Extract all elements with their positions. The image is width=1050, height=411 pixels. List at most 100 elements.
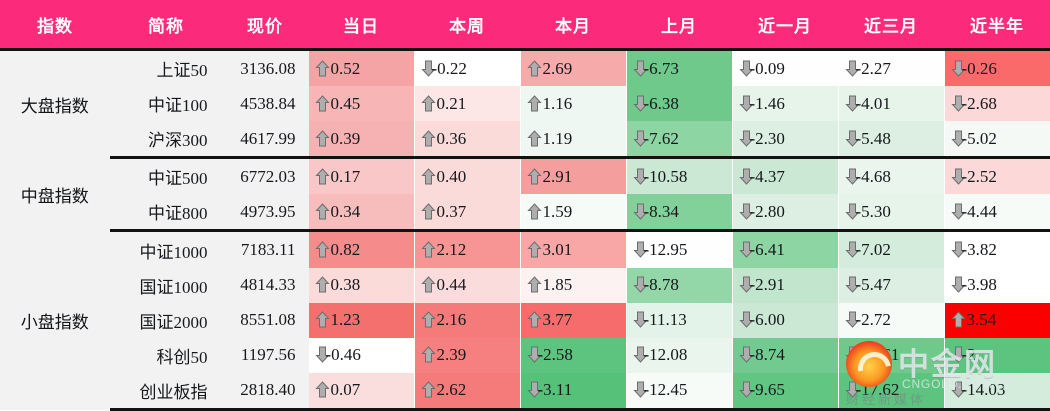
change-cell: 0.45 (308, 86, 415, 122)
column-header-5[interactable]: 本月 (520, 0, 626, 50)
arrow-down-icon (632, 94, 649, 113)
change-value: -12.45 (643, 380, 688, 400)
change-value: -6.38 (643, 93, 679, 113)
change-cell: 2.12 (414, 230, 521, 268)
change-value: -12.08 (643, 345, 688, 365)
change-value: 3.01 (542, 240, 573, 260)
column-header-3[interactable]: 当日 (308, 0, 414, 50)
index-name[interactable]: 科创50 (110, 337, 223, 373)
arrow-up-icon (314, 167, 331, 186)
index-price: 6772.03 (222, 157, 309, 195)
arrow-up-icon (314, 380, 331, 399)
change-value: -0.26 (961, 58, 997, 78)
arrow-down-icon (844, 94, 861, 113)
change-value: 1.19 (542, 128, 573, 148)
table-row[interactable]: 国证2000 8551.08 1.23 2.16 3.77 -11.13 -6.00 -2.7… (0, 302, 1050, 338)
change-value: -2.91 (749, 275, 785, 295)
column-header-6[interactable]: 上月 (626, 0, 732, 50)
arrow-down-icon (420, 59, 437, 78)
arrow-down-icon (632, 202, 649, 221)
change-cell: -2.58 (520, 337, 627, 373)
index-name[interactable]: 国证1000 (110, 267, 223, 303)
table-row[interactable]: 中证100 4538.84 0.45 0.21 1.16 -6.38 -1.46 -4.01 -… (0, 86, 1050, 122)
index-price: 3136.08 (222, 49, 309, 87)
arrow-up-icon (420, 167, 437, 186)
change-cell: 0.36 (414, 121, 521, 160)
change-cell: 2.16 (414, 302, 521, 338)
index-name[interactable]: 中证800 (110, 194, 223, 233)
change-value: -5.47 (855, 275, 891, 295)
change-cell: -8.74 (732, 337, 839, 373)
table-row[interactable]: 小盘指数 中证1000 7183.11 0.82 2.12 3.01 -12.95 -6.41… (0, 230, 1050, 410)
change-value: -7.02 (855, 240, 891, 260)
table-row[interactable]: 国证1000 4814.33 0.38 0.44 1.85 -8.78 -2.91 -5.47… (0, 267, 1050, 303)
arrow-down-icon (844, 240, 861, 259)
index-name[interactable]: 中证500 (110, 157, 223, 195)
change-value: -12.95 (643, 240, 688, 260)
change-cell: -12.95 (626, 230, 733, 268)
change-value: -2 (961, 345, 976, 365)
change-cell: -8.34 (626, 194, 733, 233)
index-name[interactable]: 上证50 (110, 49, 223, 87)
change-value: -2.58 (537, 345, 573, 365)
column-header-7[interactable]: 近一月 (732, 0, 838, 50)
change-cell: -6.73 (626, 49, 733, 87)
change-cell: -11.13 (626, 302, 733, 338)
change-cell: -5.02 (944, 121, 1050, 160)
table-row[interactable]: 中盘指数 中证500 6772.03 0.17 0.40 2.91 -10.58 -4.37 -… (0, 157, 1050, 231)
change-cell: 3.77 (520, 302, 627, 338)
index-name[interactable]: 创业板指 (110, 372, 223, 411)
column-header-9[interactable]: 近半年 (944, 0, 1050, 50)
change-cell: 0.07 (308, 372, 415, 411)
change-value: -8.74 (749, 345, 785, 365)
arrow-down-icon (950, 275, 967, 294)
arrow-up-icon (526, 202, 543, 221)
arrow-down-icon (844, 167, 861, 186)
table-row[interactable]: 中证800 4973.95 0.34 0.37 1.59 -8.34 -2.80 -5.30 -… (0, 194, 1050, 233)
change-cell: -2.52 (944, 157, 1050, 195)
arrow-up-icon (420, 94, 437, 113)
change-cell: -2.30 (732, 121, 839, 160)
index-name[interactable]: 沪深300 (110, 121, 223, 160)
arrow-up-icon (526, 275, 543, 294)
index-name[interactable]: 中证1000 (110, 230, 223, 268)
arrow-down-icon (738, 94, 755, 113)
index-price: 4538.84 (222, 86, 309, 122)
column-header-0[interactable]: 指数 (0, 0, 110, 50)
change-cell: 1.23 (308, 302, 415, 338)
index-name[interactable]: 中证100 (110, 86, 223, 122)
change-cell: -14.03 (944, 372, 1050, 411)
column-header-1[interactable]: 简称 (110, 0, 222, 50)
change-value: 1.23 (330, 310, 361, 330)
table-row[interactable]: 科创50 1197.56 -0.46 2.39 -2.58 -12.08 -8.74 -16.… (0, 337, 1050, 373)
change-cell: -5.30 (838, 194, 945, 233)
table-row[interactable]: 创业板指 2818.40 0.07 2.62 -3.11 -12.45 -9.65 -17.6… (0, 372, 1050, 411)
change-cell: 0.38 (308, 267, 415, 303)
arrow-up-icon (420, 345, 437, 364)
column-header-8[interactable]: 近三月 (838, 0, 944, 50)
change-value: 1.16 (542, 93, 573, 113)
arrow-down-icon (738, 310, 755, 329)
change-cell: -16.61 (838, 337, 945, 373)
arrow-down-icon (844, 59, 861, 78)
change-value: 0.17 (330, 166, 361, 186)
index-name[interactable]: 国证2000 (110, 302, 223, 338)
group-label-0: 大盘指数 (0, 49, 111, 158)
arrow-down-icon (632, 167, 649, 186)
change-value: -0.22 (431, 58, 467, 78)
table-row[interactable]: 大盘指数 上证50 3136.08 0.52 -0.22 2.69 -6.73 -0.09 -2… (0, 49, 1050, 158)
change-value: -8.34 (643, 201, 679, 221)
change-value: -6.73 (643, 58, 679, 78)
change-cell: 0.44 (414, 267, 521, 303)
column-header-2[interactable]: 现价 (222, 0, 308, 50)
change-value: -4.37 (749, 166, 785, 186)
arrow-up-icon (526, 167, 543, 186)
column-header-4[interactable]: 本周 (414, 0, 520, 50)
change-cell: 0.17 (308, 157, 415, 195)
change-cell: -5.47 (838, 267, 945, 303)
arrow-down-icon (738, 167, 755, 186)
arrow-down-icon (738, 202, 755, 221)
table-row[interactable]: 沪深300 4617.99 0.39 0.36 1.19 -7.62 -2.30 -5.48 -… (0, 121, 1050, 160)
change-value: -17.62 (855, 380, 900, 400)
arrow-down-icon (632, 240, 649, 259)
